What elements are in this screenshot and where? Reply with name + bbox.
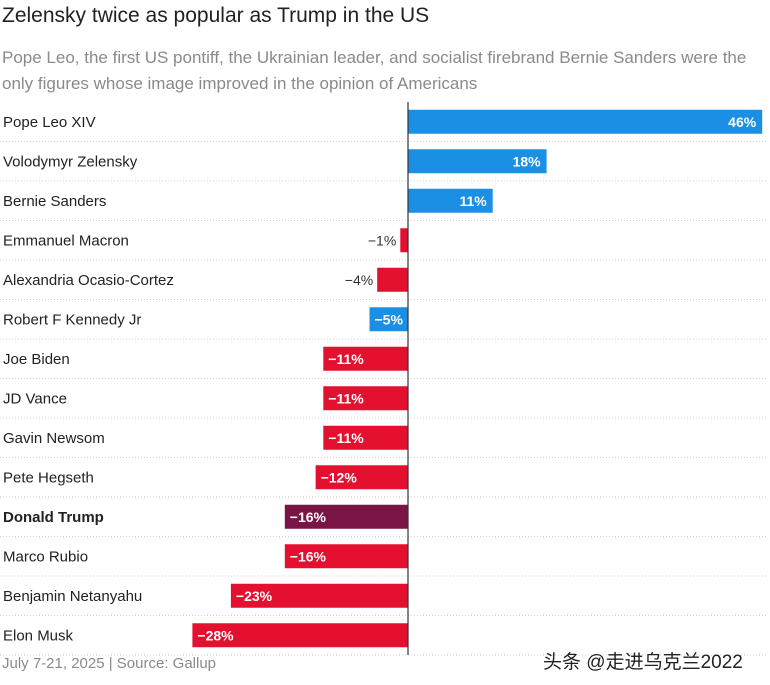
bar [408,149,547,174]
bar [284,544,408,569]
category-label: Alexandria Ocasio-Cortez [3,272,174,289]
category-label: Marco Rubio [3,548,88,565]
value-label: −16% [290,548,327,564]
chart-subtitle: Pope Leo, the first US pontiff, the Ukra… [2,48,747,93]
bar [192,623,408,648]
category-label: Gavin Newsom [3,430,105,447]
watermark: 头条 @走进乌克兰2022 [543,652,743,673]
value-label: −1% [368,232,396,248]
value-label: −5% [375,311,404,327]
category-label: Pope Leo XIV [3,114,96,131]
category-label: Emmanuel Macron [3,232,129,249]
bar [323,386,408,411]
value-label: −4% [345,272,373,288]
bar [230,583,408,608]
bar [323,346,408,371]
chart-title: Zelensky twice as popular as Trump in th… [2,4,430,27]
value-label: −12% [321,469,358,485]
value-label: −23% [236,588,273,604]
value-label: −28% [197,627,234,643]
bar [408,109,763,134]
bar [315,465,408,490]
category-label: Donald Trump [3,509,104,526]
bar [369,307,408,332]
bar [284,504,408,529]
value-label: −11% [328,351,364,367]
category-label: Volodymyr Zelensky [3,153,138,170]
category-label: Pete Hegseth [3,469,94,486]
value-label: 11% [459,193,487,209]
category-label: Elon Musk [3,627,74,644]
value-label: 46% [728,114,757,130]
category-label: Joe Biden [3,351,70,368]
source-footer: July 7-21, 2025 | Source: Gallup [2,655,217,672]
category-label: Robert F Kennedy Jr [3,311,141,328]
category-label: Bernie Sanders [3,193,106,210]
bar [408,188,493,213]
value-label: −11% [328,430,364,446]
category-label: Benjamin Netanyahu [3,588,142,605]
value-label: −11% [328,390,364,406]
bar [377,267,408,292]
value-label: −16% [290,509,327,525]
bar [400,228,408,253]
value-label: 18% [513,153,542,169]
category-label: JD Vance [3,390,67,407]
bar [323,425,408,450]
